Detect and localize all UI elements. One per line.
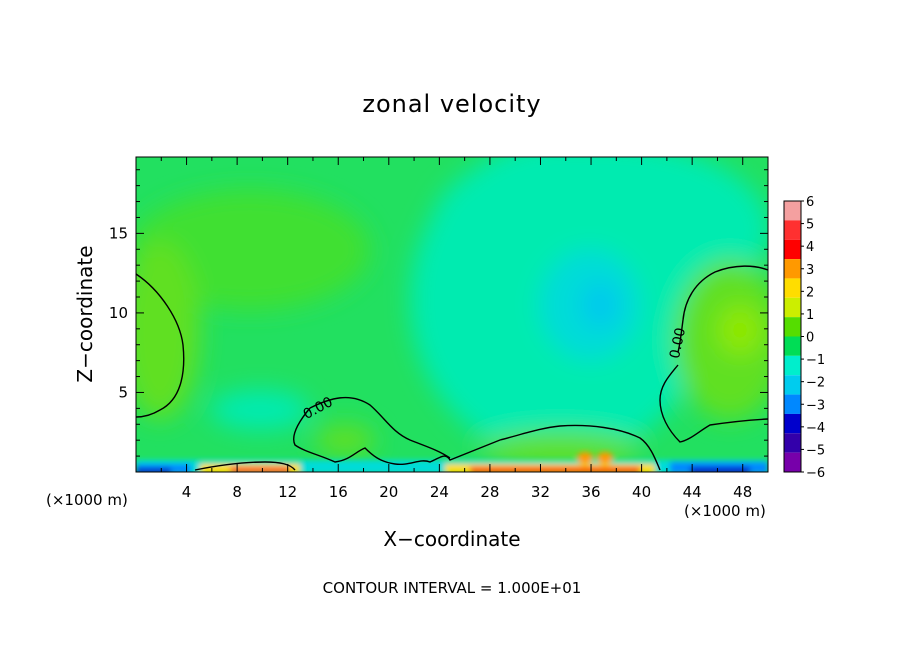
colorbar-swatch bbox=[784, 259, 801, 279]
x-unit-label-left: (×1000 m) bbox=[46, 491, 128, 509]
colorbar-swatch bbox=[784, 317, 801, 337]
colorbar-label: 4 bbox=[806, 240, 814, 255]
x-tick-label: 36 bbox=[581, 483, 600, 501]
y-tick-label: 10 bbox=[109, 304, 128, 322]
x-tick-label: 20 bbox=[379, 483, 398, 501]
colorbar-label: −1 bbox=[806, 353, 825, 368]
x-axis: 4 8 12 16 20 24 28 32 36 40 44 48 bbox=[160, 157, 752, 501]
colorbar-label: −3 bbox=[806, 398, 825, 413]
x-unit-label-right: (×1000 m) bbox=[684, 502, 766, 520]
colorbar-label: 3 bbox=[806, 263, 814, 278]
colorbar-swatch bbox=[784, 220, 801, 240]
plot-frame bbox=[135, 156, 769, 473]
x-tick-label: 32 bbox=[531, 483, 550, 501]
colorbar-swatch bbox=[784, 201, 801, 221]
colorbar-swatch bbox=[784, 355, 801, 376]
colorbar-swatch bbox=[784, 394, 801, 414]
x-tick-label: 24 bbox=[430, 483, 449, 501]
colorbar-label: 1 bbox=[806, 308, 814, 323]
contour-interval-text: CONTOUR INTERVAL = 1.000E+01 bbox=[323, 579, 582, 597]
colorbar-swatch bbox=[784, 336, 801, 356]
colorbar-label: −5 bbox=[806, 443, 825, 458]
x-tick-label: 28 bbox=[480, 483, 499, 501]
colorbar: 6 5 4 3 2 1 0 −1 −2 −3 −4 −5 −6 bbox=[783, 195, 825, 481]
chart-title: zonal velocity bbox=[362, 90, 541, 118]
colorbar-swatch bbox=[784, 433, 801, 453]
colorbar-label: −2 bbox=[806, 376, 825, 391]
x-tick-label: 40 bbox=[632, 483, 651, 501]
x-tick-label: 44 bbox=[683, 483, 702, 501]
y-axis-label: Z−coordinate bbox=[73, 245, 97, 382]
colorbar-label: −6 bbox=[806, 466, 825, 481]
y-tick-label: 5 bbox=[118, 383, 128, 401]
y-tick-label: 15 bbox=[109, 224, 128, 242]
colorbar-label: 2 bbox=[806, 285, 814, 300]
colorbar-swatch bbox=[784, 239, 801, 260]
x-axis-label: X−coordinate bbox=[383, 527, 520, 551]
colorbar-label: 5 bbox=[806, 218, 814, 233]
colorbar-swatch bbox=[784, 278, 801, 298]
x-tick-label: 12 bbox=[278, 483, 297, 501]
colorbar-label: −4 bbox=[806, 421, 825, 436]
colorbar-swatch bbox=[784, 413, 801, 434]
colorbar-swatch bbox=[784, 452, 801, 472]
colorbar-swatch bbox=[784, 297, 801, 318]
zero-contour-lines bbox=[136, 265, 768, 471]
contour-label-right: 0.00 bbox=[667, 326, 689, 360]
x-tick-label: 4 bbox=[182, 483, 192, 501]
colorbar-label: 0 bbox=[806, 331, 814, 346]
x-tick-label: 8 bbox=[232, 483, 242, 501]
colorbar-swatch bbox=[784, 375, 801, 395]
y-axis: 5 10 15 bbox=[109, 169, 768, 457]
velocity-field: 0.00 0.00 bbox=[136, 157, 768, 472]
x-tick-label: 48 bbox=[733, 483, 752, 501]
x-tick-label: 16 bbox=[329, 483, 348, 501]
colorbar-label: 6 bbox=[806, 195, 814, 210]
